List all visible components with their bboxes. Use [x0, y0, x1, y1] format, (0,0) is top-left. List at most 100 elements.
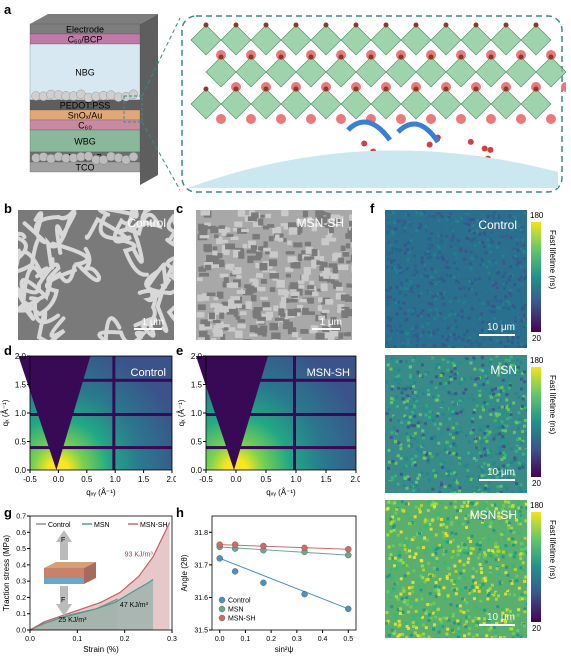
x-tick-label: 0.0: [53, 475, 65, 484]
fluorescence-map-control: Control 10 μm: [385, 210, 527, 348]
x-tick-label: 1.5: [320, 475, 332, 484]
stack-layer-label: PEDOT:PSS: [60, 101, 111, 111]
y-tick-label: 0.0: [191, 466, 203, 475]
fluorescence-map-label: MSN: [490, 363, 517, 377]
sem-scale-text: 1 μm: [319, 317, 342, 328]
stack-layer-label: Electrode: [66, 25, 104, 35]
data-point: [345, 605, 352, 613]
giwaxs-sample-label: Control: [131, 367, 166, 379]
x-tick-label: 0.0: [25, 636, 35, 643]
sem-scale-bar: [312, 328, 340, 330]
fluorescence-scale-bar: [479, 624, 515, 626]
sem-image-msn-sh: MSN-SH 1 μm: [196, 210, 352, 340]
stack-layer: [29, 161, 141, 173]
y-tick-label: 0.3: [16, 579, 26, 586]
y-tick-label: 0.0: [16, 628, 26, 635]
y-tick-label: 0.5: [191, 438, 203, 447]
legend-label: Control: [228, 598, 251, 605]
y-tick-label: 31.7: [194, 562, 208, 569]
colorbar-max: 180: [530, 356, 544, 365]
y-tick-label: 1.0: [15, 409, 27, 418]
fluorescence-map-msn: MSN 10 μm: [385, 355, 527, 493]
inset-schematic: [44, 530, 96, 616]
data-point: [260, 579, 267, 586]
series-line-msn: [29, 579, 154, 631]
y-tick-label: 0.7: [16, 514, 26, 521]
x-tick-label: 0.2: [120, 636, 130, 643]
area-fill-msn: [30, 579, 154, 630]
panel-label-b: b: [4, 201, 12, 216]
x-tick-label: -0.5: [23, 475, 37, 484]
stack-layer-label: WBG: [74, 137, 96, 147]
fit-line-msn: [219, 546, 349, 556]
fit-line-control: [219, 557, 349, 610]
energy-annotation: 25 KJ/m³: [58, 617, 87, 624]
colorbar-title: Fast lifetime (ns): [548, 520, 557, 580]
data-point: [301, 590, 308, 598]
data-point: [231, 568, 239, 575]
perovskite-lattice-diagram: [181, 15, 566, 193]
x-tick-label: 2.0: [166, 475, 176, 484]
y-tick-label: 2.0: [191, 352, 203, 361]
fluorescence-scale-text: 10 μm: [487, 467, 515, 478]
legend-label: MSN-SH: [140, 522, 168, 529]
sem-label-control: Control: [127, 216, 166, 230]
panel-label-a: a: [4, 2, 12, 17]
sin2psi-angle-chart: 0.0 0.1 0.2 0.3 0.4 0.5 31.5 31.6 31.7 31.8 sin²ψ A…: [180, 515, 357, 654]
x-axis-label: qₓᵧ (Å⁻¹): [266, 488, 296, 497]
x-tick-label: 0.0: [230, 475, 242, 484]
panel-label-e: e: [176, 343, 184, 358]
colorbar-min: 20: [532, 624, 541, 633]
fluorescence-map-label: MSN-SH: [469, 508, 517, 522]
stack-layer-label: C₆₀: [78, 121, 92, 131]
fluorescence-map-msn-sh: MSN-SH 10 μm: [385, 500, 527, 638]
x-tick-label: 2.0: [350, 475, 360, 484]
series-line-msn-sh: [29, 522, 171, 631]
data-point: [216, 541, 223, 548]
x-tick-label: 1.0: [110, 475, 122, 484]
panel-label-h: h: [176, 505, 184, 520]
legend-label: MSN: [94, 522, 110, 529]
colorbar: [531, 222, 541, 332]
data-point: [345, 546, 352, 553]
fluorescence-scale-bar: [479, 334, 515, 336]
y-axis-label: qₓ (Å⁻¹): [177, 399, 186, 426]
colorbar: [531, 512, 541, 622]
x-tick-label: 0.5: [260, 475, 272, 484]
y-axis-label: Angle (2θ): [180, 554, 189, 591]
colorbar: [531, 367, 541, 477]
fluorescence-map-label: Control: [478, 218, 517, 232]
colorbar-max: 180: [530, 211, 544, 220]
giwaxs-sample-label: MSN-SH: [307, 367, 350, 379]
x-tick-label: 0.0: [215, 636, 225, 643]
legend-marker: [218, 605, 226, 613]
x-tick-label: -0.5: [199, 475, 213, 484]
sem-label-msn-sh: MSN-SH: [296, 216, 344, 230]
x-axis-label: Strain (%): [83, 645, 119, 654]
stack-layer-label: SnOₓ/Au: [68, 111, 102, 121]
fluorescence-scale-bar: [479, 479, 515, 481]
energy-annotation: 47 KJ/m³: [120, 602, 149, 609]
x-axis-label: sin²ψ: [275, 645, 294, 654]
y-axis-label: qₓ (Å⁻¹): [1, 399, 10, 426]
y-tick-label: 31.5: [194, 628, 208, 635]
legend-label: MSN-SH: [228, 616, 256, 623]
fit-line-msn-sh: [219, 544, 349, 550]
data-point: [345, 551, 352, 559]
x-tick-label: 1.5: [138, 475, 150, 484]
y-tick-label: 0.5: [15, 438, 27, 447]
force-label: F: [61, 597, 65, 604]
x-tick-label: 0.3: [292, 636, 302, 643]
stress-strain-chart: 0.0 0.1 0.2 0.3 0.0 0.1 0.2 0.3 0.4 0.5 0.6 0.7 Stra…: [2, 514, 177, 655]
y-tick-label: 0.4: [16, 562, 26, 569]
colorbar-title: Fast lifetime (ns): [548, 375, 557, 435]
y-axis-label: Traction stress (MPa): [2, 535, 11, 611]
x-axis-label: qₓᵧ (Å⁻¹): [86, 488, 116, 497]
data-point: [260, 542, 267, 550]
x-tick-label: 0.2: [266, 636, 276, 643]
y-tick-label: 0.2: [16, 595, 26, 602]
sem-scale-bar: [134, 328, 162, 330]
y-tick-label: 0.0: [15, 466, 27, 475]
